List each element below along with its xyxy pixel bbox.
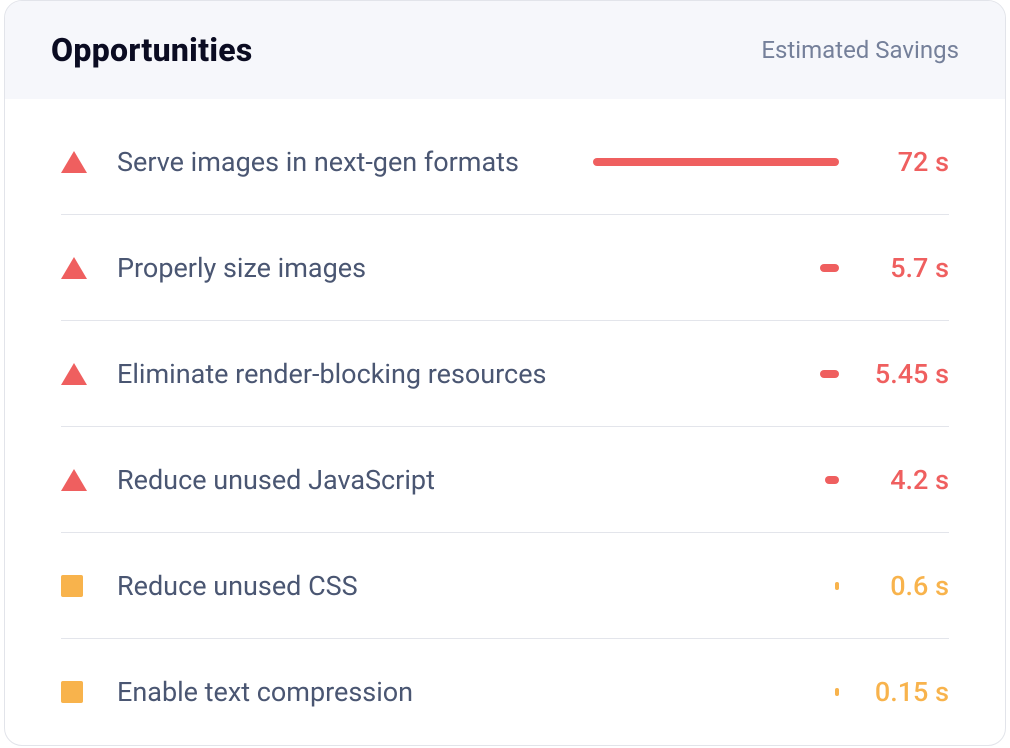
savings-bar-wrap: [597, 476, 857, 484]
savings-bar: [835, 688, 839, 696]
opportunity-row[interactable]: Serve images in next-gen formats 72 s: [61, 109, 949, 215]
savings-value: 72 s: [857, 146, 949, 178]
savings-bar: [820, 264, 839, 272]
panel-subtitle: Estimated Savings: [761, 36, 959, 64]
severity-triangle-icon: [61, 257, 117, 279]
severity-triangle-icon: [61, 469, 117, 491]
opportunity-label: Enable text compression: [117, 676, 597, 708]
savings-bar: [835, 582, 839, 590]
opportunities-panel: Opportunities Estimated Savings Serve im…: [4, 0, 1006, 746]
opportunity-row[interactable]: Enable text compression 0.15 s: [61, 639, 949, 745]
panel-header: Opportunities Estimated Savings: [5, 1, 1005, 99]
savings-value: 5.45 s: [857, 358, 949, 390]
opportunity-label: Serve images in next-gen formats: [117, 146, 593, 178]
opportunity-label: Eliminate render-blocking resources: [117, 358, 597, 390]
savings-value: 0.15 s: [857, 676, 949, 708]
savings-bar-wrap: [597, 264, 857, 272]
severity-square-icon: [61, 575, 117, 597]
savings-bar-wrap: [593, 158, 857, 166]
savings-value: 5.7 s: [857, 252, 949, 284]
opportunity-label: Reduce unused JavaScript: [117, 464, 597, 496]
severity-triangle-icon: [61, 363, 117, 385]
savings-bar-wrap: [597, 370, 857, 378]
savings-bar: [593, 158, 839, 166]
severity-triangle-icon: [61, 151, 117, 173]
opportunities-list: Serve images in next-gen formats 72 s Pr…: [5, 99, 1005, 745]
panel-title: Opportunities: [51, 31, 253, 69]
opportunity-row[interactable]: Reduce unused JavaScript 4.2 s: [61, 427, 949, 533]
savings-bar: [820, 370, 839, 378]
savings-bar-wrap: [597, 582, 857, 590]
savings-bar-wrap: [597, 688, 857, 696]
savings-value: 4.2 s: [857, 464, 949, 496]
opportunity-row[interactable]: Reduce unused CSS 0.6 s: [61, 533, 949, 639]
opportunity-label: Properly size images: [117, 252, 597, 284]
opportunity-row[interactable]: Eliminate render-blocking resources 5.45…: [61, 321, 949, 427]
severity-square-icon: [61, 681, 117, 703]
savings-bar: [825, 476, 839, 484]
savings-value: 0.6 s: [857, 570, 949, 602]
opportunity-label: Reduce unused CSS: [117, 570, 597, 602]
opportunity-row[interactable]: Properly size images 5.7 s: [61, 215, 949, 321]
